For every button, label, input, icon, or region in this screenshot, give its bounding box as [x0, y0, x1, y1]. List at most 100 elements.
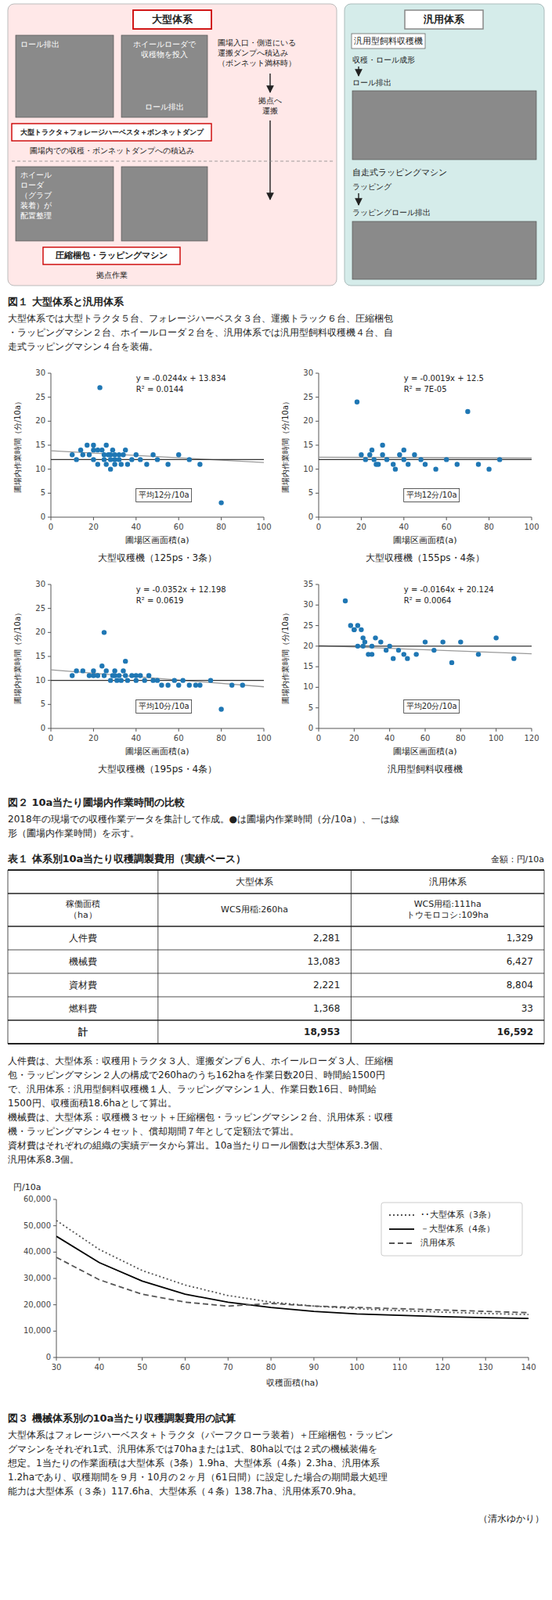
diagram-label: 圃場内での収穫・ボンネットダンプへの積込み [29, 146, 195, 156]
x-tick [389, 728, 390, 733]
equation: y = -0.0352x + 12.198 [136, 585, 227, 595]
point [86, 452, 92, 458]
y-tick-label: 10 [303, 682, 314, 692]
x-tick-label: 80 [216, 734, 227, 744]
point [165, 461, 170, 467]
point [372, 635, 378, 641]
legend-swatch [389, 1229, 415, 1231]
cell-value: 18,953 [303, 1027, 340, 1039]
y-axis-label: 圃場内作業時間（分/10a） [13, 609, 22, 705]
y-tick-label: 20 [303, 416, 314, 426]
line-chart: 010,00020,00030,00040,00050,00060,000304… [13, 1183, 537, 1390]
point [411, 452, 417, 458]
point [80, 668, 86, 674]
y-tick [315, 373, 319, 375]
red-label: 圧縮梱包・ラッピングマシン [54, 250, 168, 261]
subplot-title: 大型収穫機（155ps・4条） [365, 552, 485, 564]
point [90, 457, 96, 462]
point [95, 447, 101, 453]
y-tick-label: 10 [303, 465, 314, 474]
y-tick-label: 30,000 [23, 1274, 51, 1284]
point [108, 678, 113, 683]
point [379, 452, 385, 458]
scatter-plot: 05101520253035020406080100120y = -0.0164… [281, 580, 540, 776]
table-rule [7, 950, 545, 952]
point [443, 457, 449, 462]
point [95, 461, 101, 467]
caption-title: 図２ 10a当たり圃場内作業時間の比較 [7, 797, 186, 809]
point [390, 656, 396, 661]
point [155, 678, 160, 683]
x-tick-label: 20 [356, 523, 367, 532]
average-label-box [136, 488, 192, 502]
point [97, 385, 102, 390]
point [101, 452, 107, 458]
y-tick [47, 704, 51, 706]
point [69, 673, 75, 679]
cell-value: 1,329 [506, 933, 534, 945]
x-tick-label: 0 [316, 523, 322, 532]
y-tick [315, 728, 319, 730]
y-tick-label: 0 [46, 1353, 51, 1363]
trend-line [318, 645, 532, 654]
r-squared: R² = 0.0064 [404, 596, 452, 606]
flow-label: 圃場入口・側道にいる運搬ダンプへ積込み（ボンネット満杯時） [217, 38, 296, 68]
equation: y = -0.0164x + 20.124 [404, 585, 495, 595]
point [84, 443, 90, 448]
table-rule [350, 870, 352, 1045]
y-axis [56, 1200, 58, 1359]
text-line: 収穫物を投入 [140, 50, 188, 59]
point [378, 639, 383, 645]
y-tick-label: 20,000 [23, 1301, 51, 1310]
y-tick [315, 645, 319, 647]
x-axis-label: 圃場区画面積(a) [393, 746, 457, 758]
x-tick-label: 60 [441, 523, 452, 532]
point [440, 639, 445, 645]
x-axis [56, 1358, 529, 1360]
point [458, 639, 463, 645]
x-tick-label: 60 [173, 523, 184, 532]
separator [11, 161, 333, 163]
y-tick-label: 10 [35, 676, 46, 686]
point [362, 639, 368, 645]
x-tick-label: 120 [435, 1363, 451, 1373]
point [208, 678, 213, 683]
x-tick [460, 728, 462, 733]
text-line: ホイールローダで [133, 39, 197, 49]
x-tick [220, 517, 222, 521]
x-tick [313, 1358, 314, 1362]
y-tick-label: 0 [308, 724, 314, 733]
point [125, 461, 130, 467]
point [108, 457, 113, 462]
text-line: 装着）が [20, 201, 53, 210]
caption-line: ・ラッピングマシン２台、ホイールローダ２台を、汎用体系では汎用型飼料収穫機４台、… [7, 327, 394, 339]
point [342, 598, 348, 604]
author: （清水ゆかり） [478, 1514, 545, 1526]
y-tick [315, 517, 319, 519]
table-rule [157, 870, 159, 1045]
average-label: 平均10分/10a [138, 702, 190, 711]
x-tick-label: 70 [223, 1363, 234, 1373]
table-rule [7, 1043, 545, 1046]
point [141, 678, 147, 683]
point [386, 644, 392, 650]
x-tick [135, 517, 137, 521]
y-tick [315, 625, 319, 627]
point [120, 452, 126, 458]
point [363, 457, 368, 462]
y-tick [53, 1279, 57, 1281]
cell-value: 8,804 [506, 980, 534, 992]
point [379, 443, 385, 448]
point [104, 443, 109, 448]
cell-value: 2,281 [313, 933, 340, 945]
point [99, 447, 105, 453]
diagram-label: 収穫・ロール成形 [352, 55, 415, 65]
point [418, 457, 423, 462]
x-tick-label: 0 [316, 734, 322, 744]
equation: y = -0.0244x + 13.834 [136, 374, 227, 383]
column-header: 大型体系 [235, 876, 274, 888]
y-tick-label: 5 [308, 703, 314, 713]
table-rule [7, 870, 9, 1045]
y-tick [47, 728, 51, 730]
x-tick [318, 728, 320, 733]
